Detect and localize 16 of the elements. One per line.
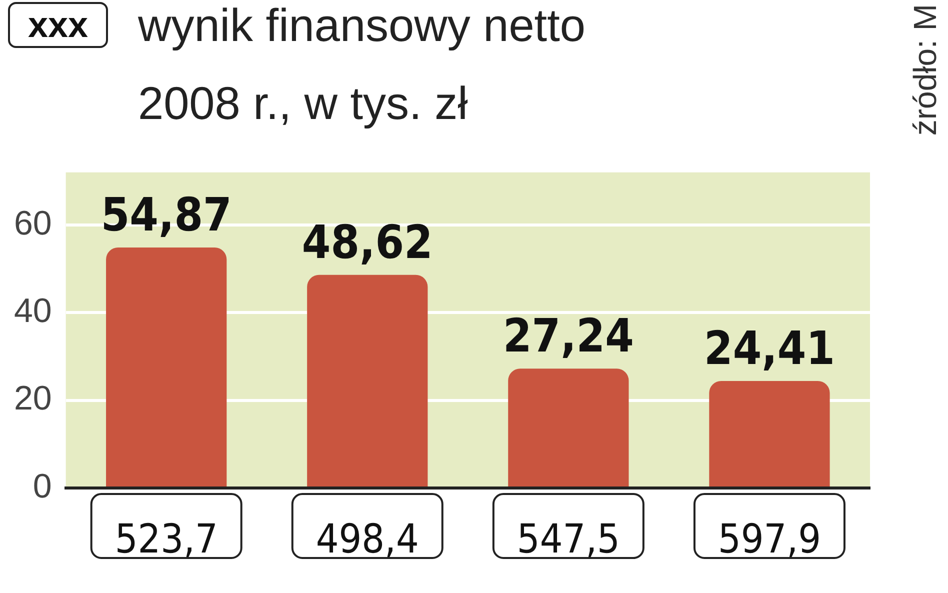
chart-subtitle: 2008 r., w tys. zł: [138, 76, 468, 130]
x-tick-label: 547,5: [516, 516, 620, 562]
y-tick-label: 60: [14, 204, 52, 242]
y-tick-label: 20: [14, 380, 52, 418]
y-tick-label: 0: [32, 467, 52, 506]
data-label: 27,24: [502, 308, 634, 363]
x-tick-label: 597,9: [718, 516, 821, 562]
legend-title: xxx: [8, 2, 108, 48]
x-tick-label: 523,7: [114, 516, 218, 562]
data-label: 24,41: [704, 320, 835, 375]
text: źródło: M: [907, 4, 944, 136]
x-tick-label: 498,4: [316, 516, 419, 562]
data-label: 54,87: [100, 187, 232, 242]
data-label: 48,62: [302, 214, 433, 269]
chart-title: wynik finansowy netto: [138, 0, 586, 52]
y-tick-label: 40: [14, 292, 52, 330]
